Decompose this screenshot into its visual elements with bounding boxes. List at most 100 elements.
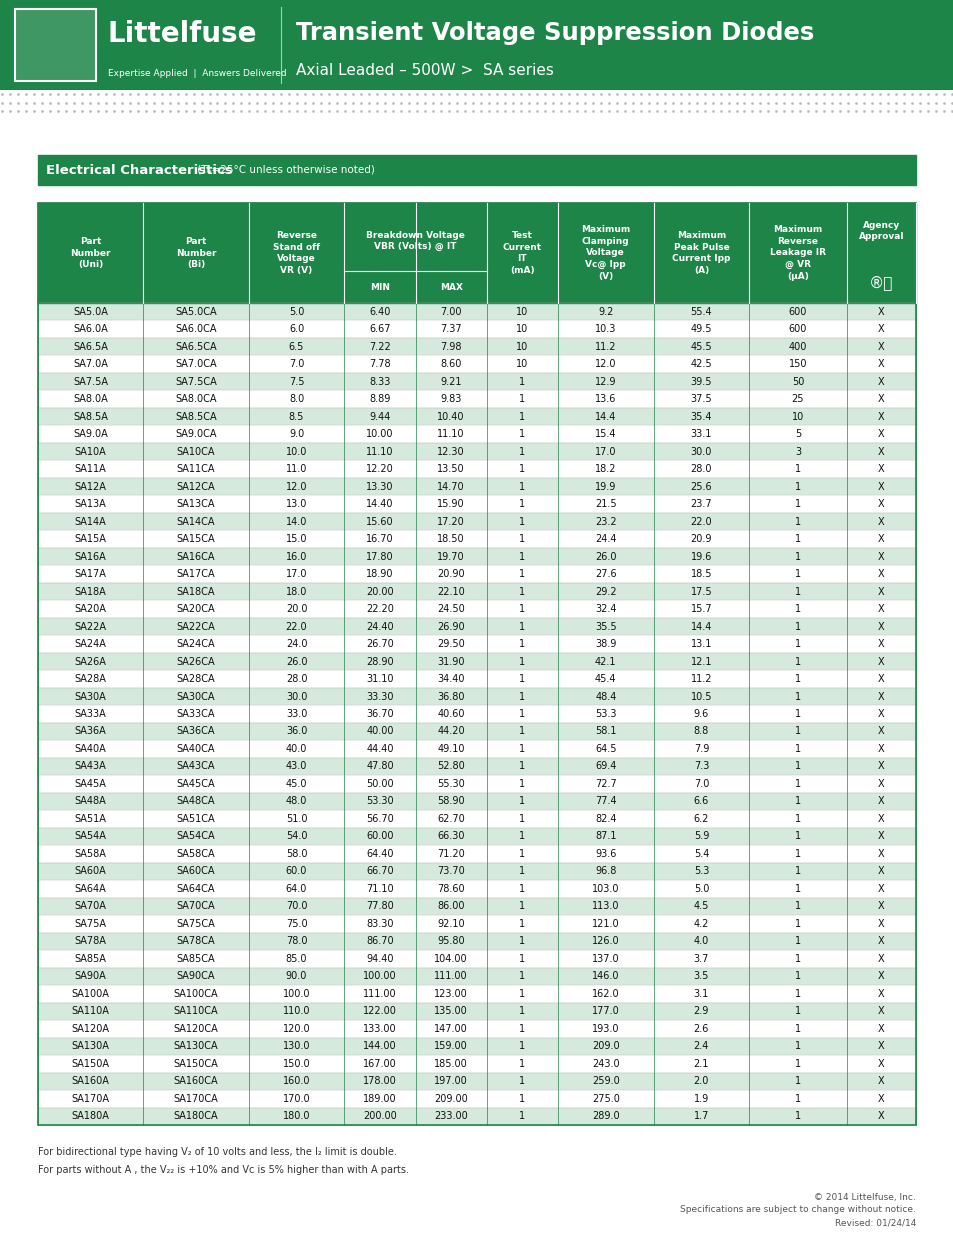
Text: X: X (877, 936, 883, 946)
Text: 72.7: 72.7 (595, 779, 616, 789)
Text: 1: 1 (518, 709, 525, 719)
Text: X: X (877, 692, 883, 701)
Text: 21.5: 21.5 (595, 499, 616, 509)
Text: X: X (877, 972, 883, 982)
Text: X: X (877, 534, 883, 545)
Text: SA51CA: SA51CA (176, 814, 215, 824)
Text: 14.70: 14.70 (436, 482, 464, 492)
Text: 1: 1 (518, 989, 525, 999)
Text: 10: 10 (516, 325, 528, 335)
Text: 18.5: 18.5 (690, 569, 711, 579)
Text: 15.0: 15.0 (286, 534, 307, 545)
Text: 10.3: 10.3 (595, 325, 616, 335)
Text: X: X (877, 831, 883, 841)
Text: SA160A: SA160A (71, 1076, 110, 1087)
Text: MIN: MIN (370, 283, 390, 291)
Text: 5.0: 5.0 (289, 306, 304, 316)
Text: SA7.5A: SA7.5A (73, 377, 108, 387)
Text: SA13CA: SA13CA (176, 499, 215, 509)
Text: 20.0: 20.0 (286, 604, 307, 614)
Text: SA20A: SA20A (74, 604, 107, 614)
Bar (38, 881, 915, 898)
Bar (38, 321, 915, 338)
Text: SA60CA: SA60CA (176, 867, 215, 877)
Text: 12.20: 12.20 (366, 464, 394, 474)
Text: 12.0: 12.0 (286, 482, 307, 492)
Text: SA170A: SA170A (71, 1094, 110, 1104)
Text: 1: 1 (518, 1076, 525, 1087)
Text: 1: 1 (518, 569, 525, 579)
Bar (38, 827, 915, 845)
Text: 18.90: 18.90 (366, 569, 394, 579)
Text: 17.5: 17.5 (690, 587, 712, 597)
Text: 13.1: 13.1 (690, 638, 711, 650)
Text: X: X (877, 342, 883, 352)
Text: 1.7: 1.7 (693, 1112, 708, 1121)
Text: 1: 1 (518, 377, 525, 387)
Text: SA18A: SA18A (74, 587, 107, 597)
Text: 1: 1 (518, 1024, 525, 1034)
Text: SA36CA: SA36CA (176, 726, 215, 736)
Text: SA12A: SA12A (74, 482, 107, 492)
Text: X: X (877, 1112, 883, 1121)
Text: 15.4: 15.4 (595, 430, 616, 440)
Text: 26.90: 26.90 (436, 621, 464, 631)
Text: 69.4: 69.4 (595, 762, 616, 772)
Text: SA160CA: SA160CA (173, 1076, 218, 1087)
Text: SA85A: SA85A (74, 953, 107, 963)
Text: 14.0: 14.0 (286, 516, 307, 526)
Text: 2.6: 2.6 (693, 1024, 708, 1034)
Text: 189.00: 189.00 (363, 1094, 396, 1104)
Text: Reverse
Stand off
Voltage
VR (V): Reverse Stand off Voltage VR (V) (273, 231, 320, 275)
Text: 95.80: 95.80 (436, 936, 464, 946)
Text: 2.1: 2.1 (693, 1058, 708, 1068)
Text: 1: 1 (794, 464, 801, 474)
Text: 1: 1 (794, 1112, 801, 1121)
Text: 53.3: 53.3 (595, 709, 616, 719)
Text: 5: 5 (794, 430, 801, 440)
Text: 1: 1 (794, 638, 801, 650)
Text: Agency
Approval: Agency Approval (858, 221, 903, 241)
Text: 34.40: 34.40 (436, 674, 464, 684)
Text: 12.1: 12.1 (690, 657, 711, 667)
Text: 1: 1 (518, 516, 525, 526)
Text: 87.1: 87.1 (595, 831, 616, 841)
Text: 12.30: 12.30 (436, 447, 464, 457)
Text: 66.30: 66.30 (436, 831, 464, 841)
Text: 12.9: 12.9 (595, 377, 616, 387)
Text: 1: 1 (794, 814, 801, 824)
Text: 10: 10 (516, 342, 528, 352)
Bar (38, 618, 915, 635)
Text: 24.50: 24.50 (436, 604, 464, 614)
Bar (38, 425, 915, 443)
Text: 1: 1 (518, 972, 525, 982)
Text: Transient Voltage Suppression Diodes: Transient Voltage Suppression Diodes (295, 21, 813, 46)
Text: 64.40: 64.40 (366, 848, 394, 858)
Text: 52.80: 52.80 (436, 762, 464, 772)
Text: 1: 1 (518, 831, 525, 841)
Text: 6.6: 6.6 (693, 797, 708, 806)
Text: SA70CA: SA70CA (176, 902, 215, 911)
Text: 1: 1 (794, 902, 801, 911)
Text: 1: 1 (518, 1007, 525, 1016)
Text: Part
Number
(Bi): Part Number (Bi) (175, 237, 216, 269)
Text: X: X (877, 674, 883, 684)
Text: X: X (877, 394, 883, 404)
Text: 1: 1 (794, 587, 801, 597)
Text: Littelfuse: Littelfuse (108, 20, 257, 48)
Text: 48.0: 48.0 (286, 797, 307, 806)
Text: SA24A: SA24A (74, 638, 107, 650)
Text: X: X (877, 902, 883, 911)
Text: 7.22: 7.22 (369, 342, 391, 352)
Bar (38, 653, 915, 671)
Text: 3.7: 3.7 (693, 953, 708, 963)
Bar (38, 373, 915, 390)
Text: 28.90: 28.90 (366, 657, 394, 667)
Bar (38, 740, 915, 758)
Text: 400: 400 (788, 342, 806, 352)
Bar (38, 1091, 915, 1108)
Text: X: X (877, 377, 883, 387)
Bar (38, 915, 915, 932)
Text: 8.8: 8.8 (693, 726, 708, 736)
Text: 26.0: 26.0 (286, 657, 307, 667)
